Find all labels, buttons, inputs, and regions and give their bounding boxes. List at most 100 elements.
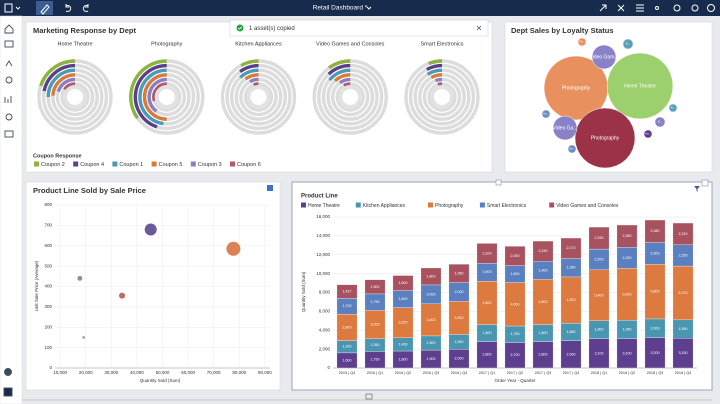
y-tick-label: 400	[44, 284, 52, 289]
ring-arc	[240, 59, 259, 67]
value-label: 1,800	[483, 331, 492, 335]
ring-arc	[138, 68, 167, 126]
value-label: 2,800	[539, 353, 548, 357]
value-label: 3,500	[455, 316, 464, 320]
bubble	[577, 37, 587, 47]
recent-icon[interactable]	[5, 113, 13, 121]
value-label: 3,400	[427, 318, 436, 322]
bubble-label: Photography	[562, 85, 591, 91]
bubble	[606, 52, 674, 120]
bubble-label: Ki...	[626, 42, 631, 46]
fit-icon[interactable]	[617, 4, 625, 12]
ring-arc	[437, 82, 443, 87]
bubble	[541, 109, 551, 119]
undo-icon[interactable]	[65, 4, 72, 12]
y-tick-label: 700	[44, 223, 52, 228]
value-label: 1,427	[343, 289, 352, 293]
legend-swatch	[73, 161, 79, 167]
toast-close[interactable]	[476, 25, 482, 31]
ring-arc	[239, 63, 259, 74]
handle[interactable]	[495, 179, 502, 186]
save-icon[interactable]	[4, 3, 13, 13]
y-tick-label: 4,000	[319, 327, 331, 332]
top-bar	[0, 0, 720, 16]
value-label: 1,950	[455, 271, 464, 275]
new-icon[interactable]	[3, 387, 13, 397]
y-tick-label: 6,000	[319, 309, 331, 314]
user-icon[interactable]	[707, 4, 715, 12]
ring-center	[63, 85, 87, 109]
top-icons[interactable]	[4, 1, 715, 15]
ring-arc	[152, 82, 167, 102]
bubble-label: Ph...	[579, 40, 585, 44]
bubble	[567, 144, 577, 154]
bubble	[668, 103, 678, 113]
x-tick-label: 90,000	[258, 370, 272, 375]
point	[82, 336, 86, 339]
edit-icon[interactable]	[40, 4, 50, 15]
value-label: 1,900	[427, 357, 436, 361]
bubble-label: Sm...	[569, 147, 575, 151]
value-label: 1,950	[679, 327, 688, 331]
content-icon[interactable]	[4, 40, 14, 48]
panel-scatter[interactable]	[25, 181, 281, 391]
value-label: 1,750	[511, 332, 520, 336]
account-icon[interactable]	[4, 368, 12, 376]
toast-check	[236, 24, 244, 32]
ring-arc	[338, 77, 351, 85]
value-label: 1,900	[539, 268, 548, 272]
value-label: 1,900	[483, 270, 492, 274]
selection-handles[interactable]	[495, 179, 709, 187]
value-label: 2,150	[539, 249, 548, 253]
value-label: 5,500	[623, 292, 632, 296]
value-label: 2,350	[623, 234, 632, 238]
ring-center	[338, 85, 363, 109]
dropdown-icon[interactable]	[15, 6, 21, 10]
page-icon[interactable]	[365, 393, 373, 400]
notify-icon[interactable]	[673, 4, 681, 12]
share-icon[interactable]	[655, 6, 659, 10]
title-dropdown[interactable]	[366, 6, 372, 10]
ring-center	[430, 85, 454, 109]
value-label: 2,900	[567, 352, 576, 356]
legend-swatch	[301, 202, 306, 208]
layout-icon[interactable]	[4, 130, 14, 138]
value-label: 1,850	[567, 330, 576, 334]
redo-icon[interactable]	[82, 4, 89, 12]
dept-label: Home Theatre	[57, 41, 92, 47]
ring-arc	[39, 59, 76, 87]
bubble	[643, 129, 653, 139]
bar-segment	[644, 219, 666, 243]
handle[interactable]	[701, 179, 709, 187]
filter-icon[interactable]	[694, 186, 700, 192]
bar-segment	[392, 275, 414, 291]
y-tick-label: 100	[44, 345, 52, 350]
y-tick-label: 600	[44, 243, 52, 248]
y-tick-label: 2,000	[319, 346, 331, 351]
bar-segment	[532, 240, 554, 262]
x-tick-label: 20,000	[79, 370, 93, 375]
pin-icon[interactable]	[5, 60, 13, 67]
sidebar-icons[interactable]	[3, 24, 14, 397]
help-icon[interactable]	[691, 4, 699, 12]
value-label: 2,170	[567, 246, 576, 250]
panel-product-line[interactable]	[291, 181, 713, 391]
bar-segment	[560, 237, 582, 259]
x-tick-label: 80,000	[232, 370, 246, 375]
bar-segment	[448, 264, 470, 283]
bubble-label: Ho...	[645, 132, 651, 136]
expand-icon[interactable]	[599, 4, 607, 12]
ring-arc	[56, 77, 76, 93]
value-label: 1,800	[511, 272, 520, 276]
ring-arc	[51, 73, 76, 96]
value-label: 1,750	[371, 358, 380, 362]
search-icon[interactable]	[5, 76, 13, 84]
properties-icon[interactable]	[636, 4, 644, 12]
y-axis-label: Unit Sale Price (Average)	[34, 260, 39, 311]
ring-arc	[147, 77, 167, 113]
home-icon[interactable]	[4, 24, 14, 34]
data-icon[interactable]	[4, 96, 12, 103]
value-label: 1,350	[371, 343, 380, 347]
panel-info-icon[interactable]	[267, 185, 273, 191]
